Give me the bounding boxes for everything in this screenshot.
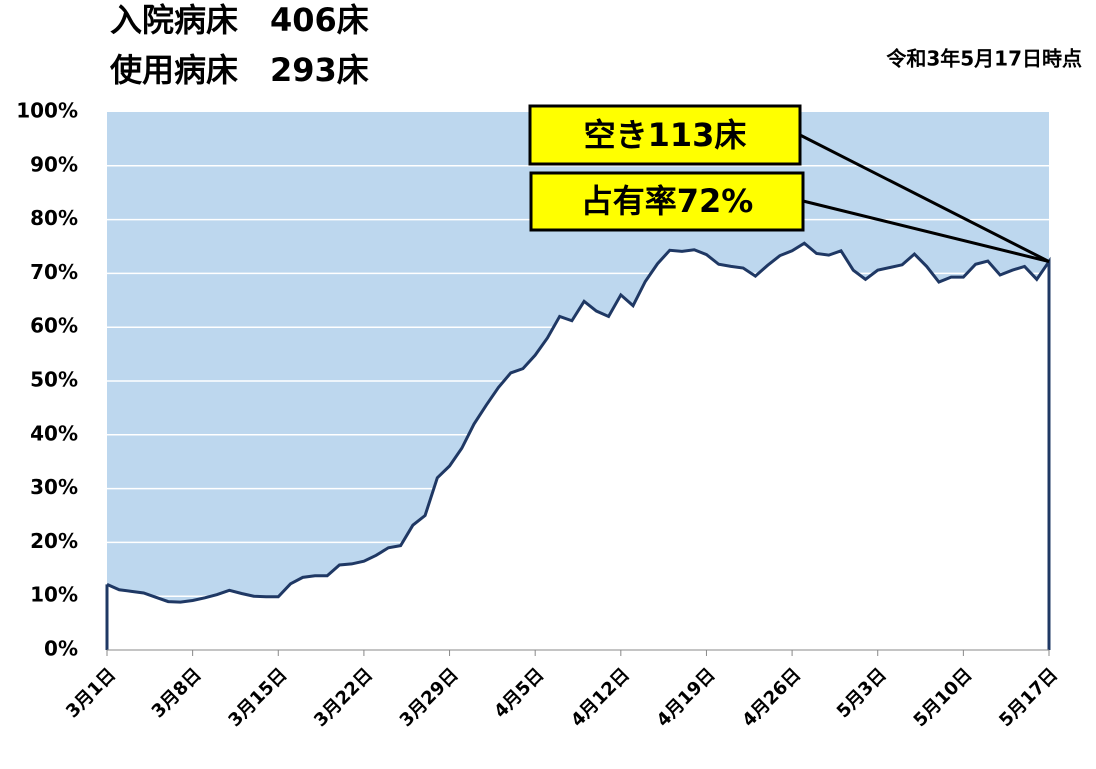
y-tick-label: 50% [30,368,78,392]
y-tick-label: 30% [30,475,78,499]
annotation-box [528,104,802,166]
y-tick-label: 40% [30,421,78,445]
x-tick-label: 3月1日 [62,664,120,722]
y-tick-label: 90% [30,152,78,176]
y-tick-label: 0% [44,637,78,661]
title-line: 使用病床 293床 [109,51,369,89]
x-tick-label: 3月22日 [310,664,377,731]
annotation-box [529,171,805,232]
y-tick-label: 10% [30,583,78,607]
connector [802,199,1050,264]
annotation: 空き113床 [584,116,747,154]
x-tick-label: 3月8日 [148,664,206,722]
x-tick-label: 4月12日 [567,664,634,731]
x-tick-label: 4月19日 [653,664,720,731]
annotation: 占有率72% [581,182,754,220]
x-tick-label: 4月26日 [738,664,805,731]
y-tick-label: 70% [30,260,78,284]
x-tick-label: 5月10日 [910,664,977,731]
x-tick-label: 5月17日 [995,664,1062,731]
y-tick-label: 20% [30,529,78,553]
area-fill [107,243,1049,650]
x-tick-label: 4月5日 [490,664,548,722]
x-tick-label: 5月3日 [833,664,891,722]
connector [799,133,1050,263]
x-tick-label: 3月29日 [396,664,463,731]
x-tick-label: 3月15日 [224,664,291,731]
line [105,241,1051,650]
y-tick-label: 60% [30,314,78,338]
y-tick-label: 80% [30,206,78,230]
subtitle: 令和3年5月17日時点 [886,47,1082,71]
title-line: 入院病床 406床 [110,1,369,39]
y-tick-label: 100% [16,99,78,123]
